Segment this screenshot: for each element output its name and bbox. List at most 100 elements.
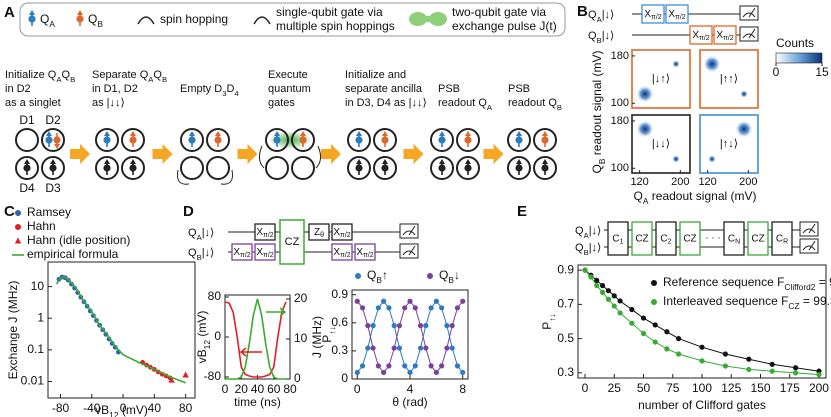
x-tick-label: 4 <box>407 382 414 396</box>
gate-label: Xπ/2 <box>692 30 709 43</box>
spin-ball <box>23 164 31 172</box>
panel-label: E <box>517 203 527 220</box>
y-tick-label: 80 <box>208 289 222 303</box>
quantum-dot <box>291 156 315 180</box>
qubit-label: QA|↓⟩ <box>588 9 614 24</box>
text-part: P <box>540 322 554 330</box>
text-part: 3 <box>222 89 226 98</box>
text-part: X <box>356 247 363 258</box>
quantum-dot <box>373 156 397 180</box>
marker <box>354 369 360 376</box>
quantum-dot <box>291 128 315 152</box>
text-part: X <box>692 30 699 41</box>
x-tick-label: 200 <box>671 176 689 188</box>
text-part: in D2 <box>5 83 31 95</box>
y-tick-label: 1 <box>37 310 44 324</box>
legend-label: Hahn (idle position) <box>27 233 130 247</box>
legend-label: empirical formula <box>27 247 119 261</box>
marker <box>402 305 408 311</box>
text-part: B <box>70 75 75 84</box>
marker <box>652 322 658 328</box>
text-part: readout Q <box>438 97 487 109</box>
marker <box>605 288 612 294</box>
count-blob <box>672 60 680 68</box>
spin-ball <box>28 15 36 23</box>
quantum-dot <box>456 156 480 180</box>
annotation-arrow <box>239 347 262 357</box>
spin-ball <box>464 164 472 172</box>
quantum-dot <box>533 128 557 152</box>
y2-tick-label: 20 <box>294 291 308 305</box>
marker <box>359 363 366 369</box>
step-arrow <box>403 144 424 164</box>
text-part: 2 <box>668 239 672 246</box>
legend-label: QB <box>88 12 103 29</box>
step-label: PSB <box>508 83 530 95</box>
spin-head <box>542 131 548 136</box>
x-tick-label: 200 <box>739 176 757 188</box>
legend-marker <box>355 273 361 279</box>
spin-head <box>24 159 30 164</box>
step-label: as a singlet <box>5 97 61 109</box>
text-part: ↑ <box>382 268 388 282</box>
step-label: in D1, D2 <box>92 83 138 95</box>
spin-head <box>439 159 445 164</box>
quantum-dot <box>41 128 65 152</box>
marker <box>396 345 403 351</box>
text-part: Clifford2 <box>784 282 815 292</box>
text-part: Q <box>188 227 197 239</box>
spin-ball <box>273 136 281 144</box>
text-part: C <box>728 233 735 244</box>
legend-marker <box>651 299 657 305</box>
text-part: X <box>233 247 240 258</box>
text-part: Execute <box>268 69 308 81</box>
count-blob <box>636 120 654 138</box>
text-part: Q <box>634 189 643 203</box>
text-part: single-qubit gate via <box>276 5 383 19</box>
text-part: π/2 <box>340 232 351 239</box>
colorbar-tick-label: 15 <box>815 65 829 79</box>
spin-head <box>382 131 388 136</box>
text-part: A <box>49 19 55 29</box>
spin-head <box>29 10 35 15</box>
marker <box>582 267 588 273</box>
text-part: readout Q <box>508 97 557 109</box>
text-part: θ <box>320 232 324 239</box>
text-part: C <box>776 233 783 244</box>
gate-label: C2 <box>660 233 671 246</box>
text-part: Initialize and <box>345 69 406 81</box>
spin-head <box>189 131 195 136</box>
marker <box>611 303 617 309</box>
text-part: 12 <box>202 340 212 350</box>
x-tick-label: 80 <box>179 401 193 415</box>
spin-head <box>50 159 56 164</box>
step-label: in D2 <box>5 83 31 95</box>
marker <box>391 345 397 351</box>
y-tick-label: 10 <box>31 279 45 293</box>
panel-label: A <box>4 4 15 21</box>
clifford-gate <box>607 221 629 256</box>
clifford-gate <box>771 221 793 256</box>
spin-head <box>465 131 471 136</box>
text-part: N <box>735 239 740 246</box>
marker <box>396 323 403 329</box>
hop-icon <box>137 16 155 25</box>
text-part: as |↓↓⟩ <box>92 97 125 109</box>
gate-label: Xπ/2 <box>333 247 350 260</box>
count-blob <box>740 90 748 98</box>
colorbar-tick-label: 0 <box>773 65 780 79</box>
step-arrow <box>321 144 341 164</box>
text-part: PSB <box>438 83 460 95</box>
state-label: |↓↑⟩ <box>652 73 670 85</box>
text-part: π/2 <box>675 14 686 21</box>
text-part: C <box>612 233 619 244</box>
gate-label: CR <box>776 233 788 246</box>
dot-label: D3 <box>45 181 61 195</box>
marker <box>439 363 445 369</box>
step-arrow <box>152 144 173 164</box>
text-part: π/2 <box>240 252 251 259</box>
step-label: gates <box>268 97 295 109</box>
series-line <box>356 300 464 374</box>
clifford-gate <box>723 221 745 256</box>
y-tick-label: 100 <box>611 97 629 109</box>
